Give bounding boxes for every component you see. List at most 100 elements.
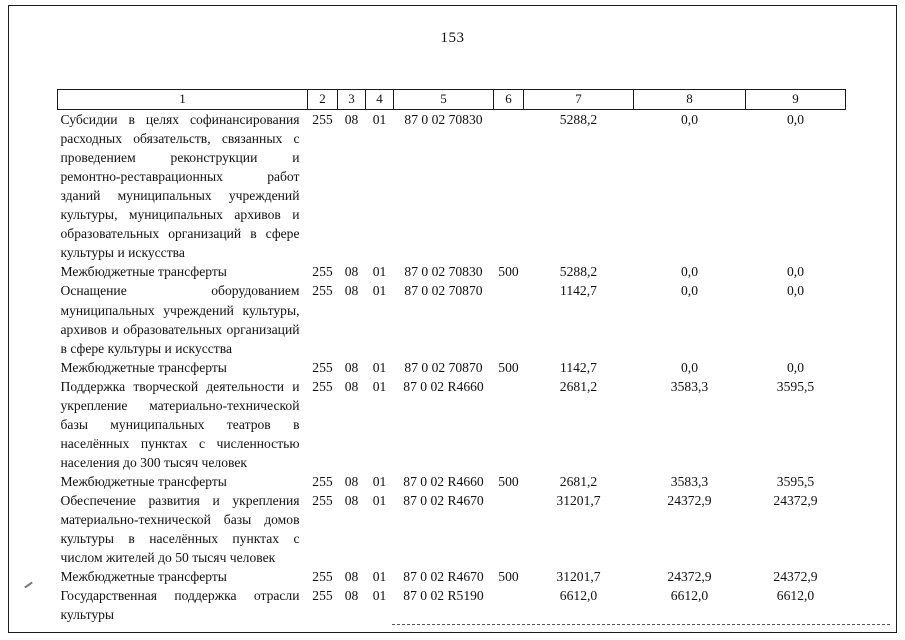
table-cell: 01 [372,112,387,128]
table-cell: 255 [312,473,333,489]
table-row: Межбюджетные трансферты 255 08 01 87 0 02 70… [58,358,846,377]
table-cell: 1142,7 [560,359,597,375]
table-cell: 08 [344,473,359,489]
table-cell: 01 [372,359,387,375]
table-cell: 0,0 [681,264,698,280]
table-cell: 24372,9 [667,568,712,584]
table-cell: Оснащение оборудованием муниципальных уч… [60,283,300,356]
table-cell: 0,0 [787,359,804,375]
table-cell: 01 [372,568,387,584]
table-cell: 0,0 [787,283,804,299]
table-cell: 08 [344,587,359,603]
header-col-2: 2 [307,88,338,111]
table-cell: 01 [372,378,387,394]
table-cell: 0,0 [787,264,804,280]
table-cell: 01 [372,264,387,280]
table-row: Обеспечение развития и укрепления матери… [58,491,846,567]
table-cell: 08 [344,378,359,394]
table-cell: 0,0 [681,112,698,128]
table-cell [494,586,524,624]
table-header-row: 1 2 3 4 5 6 7 8 9 [57,88,846,111]
table-cell: 255 [312,264,333,280]
table-cell: Государственная поддержка отрасли культу… [60,587,300,622]
header-col-4: 4 [365,88,394,111]
table-cell [494,281,524,357]
table-cell: 5288,2 [559,112,598,128]
table-cell: 31201,7 [556,492,601,508]
header-col-8: 8 [633,88,746,111]
table-cell: 500 [498,264,519,280]
table-cell: 255 [312,568,333,584]
table-cell: 24372,9 [773,568,818,584]
table-cell: 500 [498,359,519,375]
header-col-9: 9 [745,88,846,111]
table-cell: 24372,9 [667,492,712,508]
table-cell [494,491,524,567]
table-cell: 0,0 [787,112,804,128]
table-cell: 87 0 02 70870 [404,283,483,299]
table-row: Межбюджетные трансферты 255 08 01 87 0 02 70… [58,262,846,281]
table-cell: 87 0 02 70830 [404,112,483,128]
table-row: Межбюджетные трансферты 255 08 01 87 0 02 R4… [58,567,846,586]
header-col-1: 1 [57,88,308,111]
table-cell: 87 0 02 70870 [404,359,483,375]
scan-artifact-mark [24,581,33,589]
table-row: Государственная поддержка отрасли культу… [58,586,846,624]
table-cell: 6612,0 [670,587,709,603]
table-cell: 255 [312,492,333,508]
page-number: 153 [440,30,465,46]
header-col-3: 3 [337,88,366,111]
table-cell: Межбюджетные трансферты [60,473,227,489]
table-cell: 87 0 02 R4660 [403,378,484,394]
table-cell: 87 0 02 R4660 [403,473,484,489]
table-cell: 08 [344,112,359,128]
table-cell [494,110,524,263]
table-cell: Обеспечение развития и укрепления матери… [60,492,300,565]
table-cell: 2681,2 [559,378,598,394]
table-cell: 3583,3 [670,378,709,394]
table-row: Поддержка творческой деятельности и укре… [58,377,846,472]
header-col-6: 6 [493,88,524,111]
table-cell [494,377,524,472]
table-cell: 08 [344,283,359,299]
table-row: Субсидии в целях софинансирования расход… [58,110,846,263]
table-cell: 08 [344,264,359,280]
table-cell: 255 [312,112,333,128]
table-cell: 08 [344,492,359,508]
table-cell: 01 [372,283,387,299]
budget-table: 1 2 3 4 5 6 7 8 9 Субсидии в целях софин… [57,88,846,624]
table-cell: 0,0 [681,283,698,299]
table-cell: 6612,0 [559,587,598,603]
table-cell: 255 [312,283,333,299]
table-cell: 1142,7 [560,283,597,299]
table-cell: 08 [344,568,359,584]
table-cell: 01 [372,587,387,603]
budget-table-container: 1 2 3 4 5 6 7 8 9 Субсидии в целях софин… [57,88,846,624]
table-cell: 3595,5 [776,378,815,394]
table-cell: 01 [372,473,387,489]
table-cell: 3595,5 [776,473,815,489]
table-header: 1 2 3 4 5 6 7 8 9 [57,88,846,111]
table-cell: 3583,3 [670,473,709,489]
table-cell: 87 0 02 R4670 [403,492,484,508]
table-cell: 500 [498,568,519,584]
table-cell: 2681,2 [559,473,598,489]
table-cell: 08 [344,359,359,375]
table-cell: Межбюджетные трансферты [60,568,227,584]
table-row: Оснащение оборудованием муниципальных уч… [58,281,846,357]
table-cell: 24372,9 [773,492,818,508]
table-cell: 01 [372,492,387,508]
table-cell: Межбюджетные трансферты [60,264,227,280]
table-body: Субсидии в целях софинансирования расход… [58,110,846,624]
header-col-5: 5 [393,88,494,111]
table-cell: 87 0 02 R5190 [403,587,484,603]
table-row: Межбюджетные трансферты 255 08 01 87 0 02 R4… [58,472,846,491]
table-cell: Поддержка творческой деятельности и укре… [60,378,300,470]
table-cell: 5288,2 [559,264,598,280]
table-cell: 0,0 [681,359,698,375]
table-cell: 6612,0 [776,587,815,603]
table-cell: 31201,7 [556,568,601,584]
table-cell: 87 0 02 R4670 [403,568,484,584]
table-cell: 87 0 02 70830 [404,264,483,280]
